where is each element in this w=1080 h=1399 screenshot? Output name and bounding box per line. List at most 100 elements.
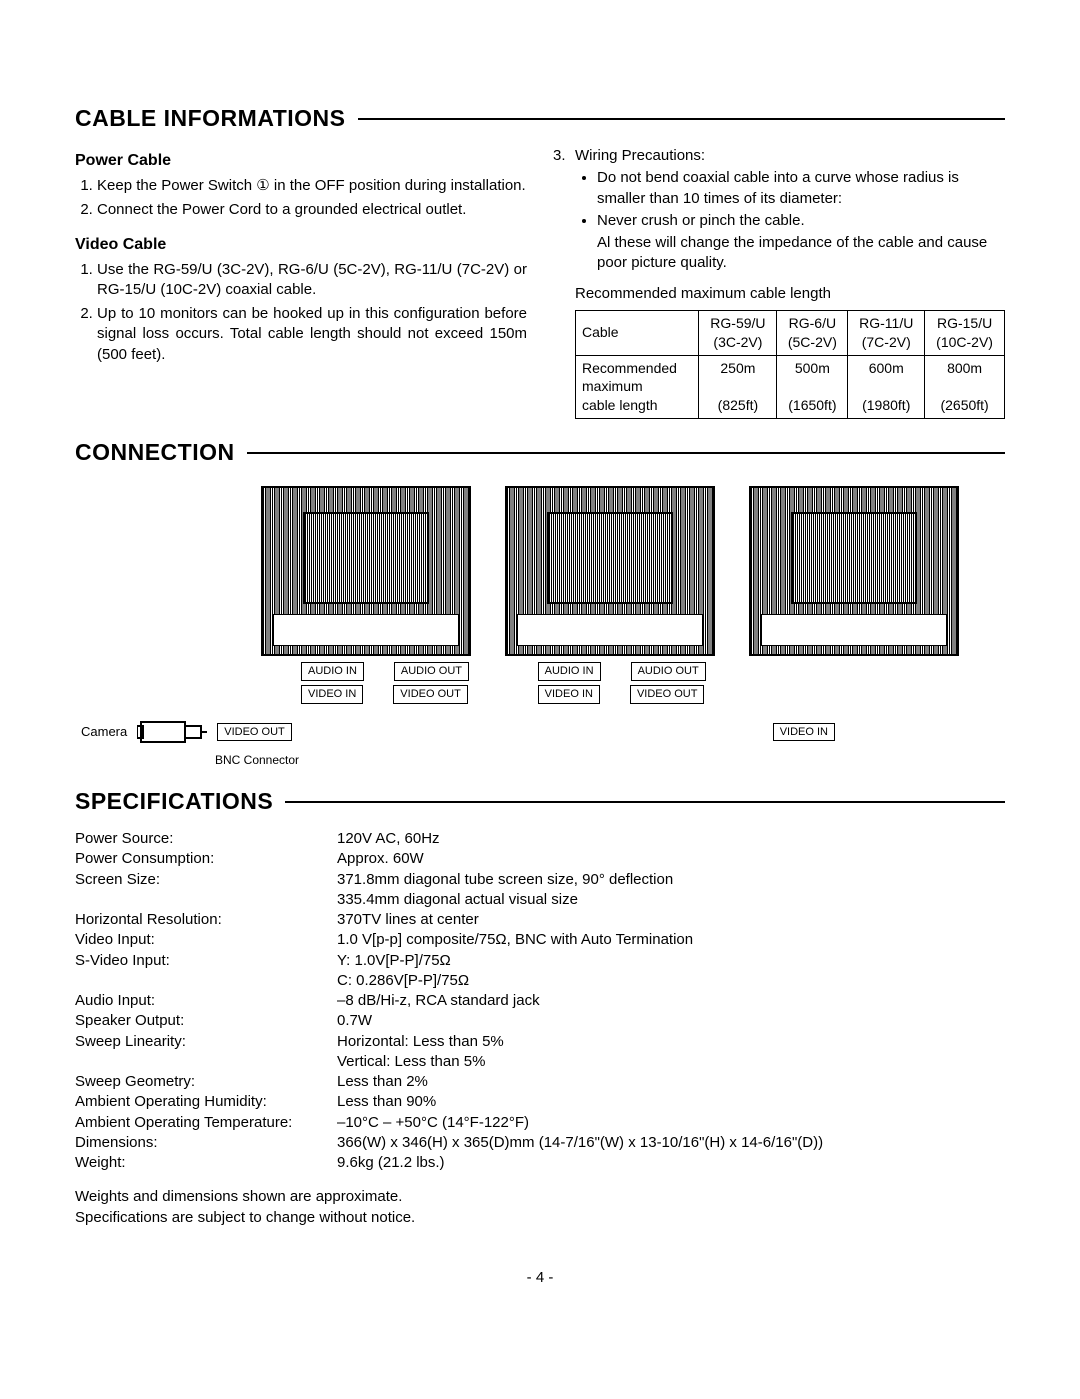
spec-key: Sweep Geometry: — [75, 1072, 337, 1092]
specifications-list: Power Source:120V AC, 60HzPower Consumpt… — [75, 829, 1005, 1228]
spec-key: Power Consumption: — [75, 849, 337, 869]
table-cell: 250m(825ft) — [699, 355, 777, 419]
list-item: Never crush or pinch the cable. — [597, 211, 1005, 231]
section-title-specs: SPECIFICATIONS — [75, 786, 1005, 817]
spec-value: 370TV lines at center — [337, 910, 1005, 930]
port-label: VIDEO OUT — [630, 685, 705, 704]
spec-value: 0.7W — [337, 1011, 1005, 1031]
spec-key — [75, 1052, 337, 1072]
port-labels-grid: AUDIO IN AUDIO OUT AUDIO IN AUDIO OUT VI… — [75, 662, 1005, 704]
rule-icon — [285, 801, 1005, 803]
table-cell: RG-59/U(3C-2V) — [699, 310, 777, 355]
port-label: AUDIO OUT — [394, 662, 469, 681]
spec-row: S-Video Input:Y: 1.0V[P-P]/75Ω — [75, 951, 1005, 971]
rule-icon — [247, 452, 1005, 454]
spec-row: Dimensions:366(W) x 346(H) x 365(D)mm (1… — [75, 1133, 1005, 1153]
spec-key: Power Source: — [75, 829, 337, 849]
cable-info-col-left: Power Cable Keep the Power Switch ① in t… — [75, 146, 527, 419]
spec-value: 371.8mm diagonal tube screen size, 90° d… — [337, 870, 1005, 890]
table-caption: Recommended maximum cable length — [553, 284, 1005, 304]
spec-value: Horizontal: Less than 5% — [337, 1032, 1005, 1052]
cell-text: (5C-2V) — [788, 334, 837, 350]
spec-key: Weight: — [75, 1153, 337, 1173]
monitor-icon — [749, 486, 959, 656]
spec-key: Audio Input: — [75, 991, 337, 1011]
cell-text: 800m — [947, 360, 982, 376]
spec-value: Vertical: Less than 5% — [337, 1052, 1005, 1072]
table-cell: RG-11/U (7C-2V) — [848, 310, 925, 355]
cell-text: (1650ft) — [788, 397, 836, 413]
port-label: AUDIO IN — [301, 662, 364, 681]
cell-text: RG-11/U — [859, 315, 913, 331]
spec-key — [75, 890, 337, 910]
port-label: AUDIO IN — [538, 662, 601, 681]
spec-row: Sweep Geometry:Less than 2% — [75, 1072, 1005, 1092]
page-number: - 4 - — [75, 1268, 1005, 1288]
spec-value: 366(W) x 346(H) x 365(D)mm (14-7/16"(W) … — [337, 1133, 1005, 1153]
port-label: VIDEO OUT — [217, 723, 292, 742]
cable-length-table: Cable RG-59/U(3C-2V) RG-6/U (5C-2V) RG-11… — [575, 310, 1005, 419]
list-item: Use the RG-59/U (3C-2V), RG-6/U (5C-2V),… — [97, 260, 527, 301]
monitors-row — [215, 486, 1005, 656]
table-row: Recommended maximum cable length 250m(82… — [576, 355, 1005, 419]
spec-value: –8 dB/Hi-z, RCA standard jack — [337, 991, 1005, 1011]
table-cell: Recommended maximum cable length — [576, 355, 699, 419]
port-label: VIDEO IN — [773, 723, 835, 742]
spec-row: Ambient Operating Temperature:–10°C – +5… — [75, 1113, 1005, 1133]
video-cable-heading: Video Cable — [75, 234, 527, 256]
cell-text: (3C-2V) — [713, 334, 762, 350]
spec-value: C: 0.286V[P-P]/75Ω — [337, 971, 1005, 991]
cell-text: RG-6/U — [789, 315, 836, 331]
section-title-text: CONNECTION — [75, 437, 235, 468]
cell-text: Cable — [582, 324, 619, 340]
spec-key: Horizontal Resolution: — [75, 910, 337, 930]
section-title-cable-info: CABLE INFORMATIONS — [75, 103, 1005, 134]
bnc-connector-label: BNC Connector — [215, 752, 1005, 768]
spec-row: Vertical: Less than 5% — [75, 1052, 1005, 1072]
camera-icon — [137, 714, 207, 750]
spec-value: Less than 2% — [337, 1072, 1005, 1092]
list-item: Up to 10 monitors can be hooked up in th… — [97, 304, 527, 365]
monitor-3 — [749, 486, 959, 656]
section-title-text: CABLE INFORMATIONS — [75, 103, 346, 134]
cell-text: 250m — [720, 360, 755, 376]
spec-row: Speaker Output:0.7W — [75, 1011, 1005, 1031]
port-label: AUDIO OUT — [631, 662, 706, 681]
spec-footer-2: Specifications are subject to change wit… — [75, 1208, 1005, 1228]
cable-info-columns: Power Cable Keep the Power Switch ① in t… — [75, 146, 1005, 419]
cell-text: 500m — [795, 360, 830, 376]
cell-text: maximum — [582, 378, 643, 394]
spec-row: 335.4mm diagonal actual visual size — [75, 890, 1005, 910]
cell-text: (2650ft) — [940, 397, 988, 413]
table-cell: 500m (1650ft) — [777, 355, 848, 419]
port-label: VIDEO IN — [301, 685, 363, 704]
rule-icon — [358, 118, 1005, 120]
spec-row: Weight:9.6kg (21.2 lbs.) — [75, 1153, 1005, 1173]
cell-text: Recommended — [582, 360, 677, 376]
spec-footer-1: Weights and dimensions shown are approxi… — [75, 1187, 1005, 1207]
spec-row: Power Consumption:Approx. 60W — [75, 849, 1005, 869]
spec-key: S-Video Input: — [75, 951, 337, 971]
table-cell: 600m(1980ft) — [848, 355, 925, 419]
spec-value: Approx. 60W — [337, 849, 1005, 869]
wiring-bullets: Do not bend coaxial cable into a curve w… — [575, 168, 1005, 231]
spec-row: Audio Input:–8 dB/Hi-z, RCA standard jac… — [75, 991, 1005, 1011]
spec-row: Ambient Operating Humidity:Less than 90% — [75, 1092, 1005, 1112]
camera-row: Camera VIDEO OUT VIDEO IN — [81, 714, 1005, 750]
spec-row: Video Input:1.0 V[p-p] composite/75Ω, BN… — [75, 930, 1005, 950]
spec-key — [75, 971, 337, 991]
section-title-connection: CONNECTION — [75, 437, 1005, 468]
spec-key: Sweep Linearity: — [75, 1032, 337, 1052]
table-cell: RG-6/U (5C-2V) — [777, 310, 848, 355]
wiring-number: 3. — [553, 146, 575, 274]
section-title-text: SPECIFICATIONS — [75, 786, 273, 817]
power-cable-heading: Power Cable — [75, 150, 527, 172]
wiring-tail: Al these will change the impedance of th… — [575, 233, 1005, 274]
spec-key: Speaker Output: — [75, 1011, 337, 1031]
cell-text: (10C-2V) — [936, 334, 993, 350]
cell-text: (7C-2V) — [862, 334, 911, 350]
port-label: VIDEO IN — [538, 685, 600, 704]
cell-text: cable length — [582, 397, 658, 413]
monitor-2 — [505, 486, 715, 656]
spec-key: Screen Size: — [75, 870, 337, 890]
